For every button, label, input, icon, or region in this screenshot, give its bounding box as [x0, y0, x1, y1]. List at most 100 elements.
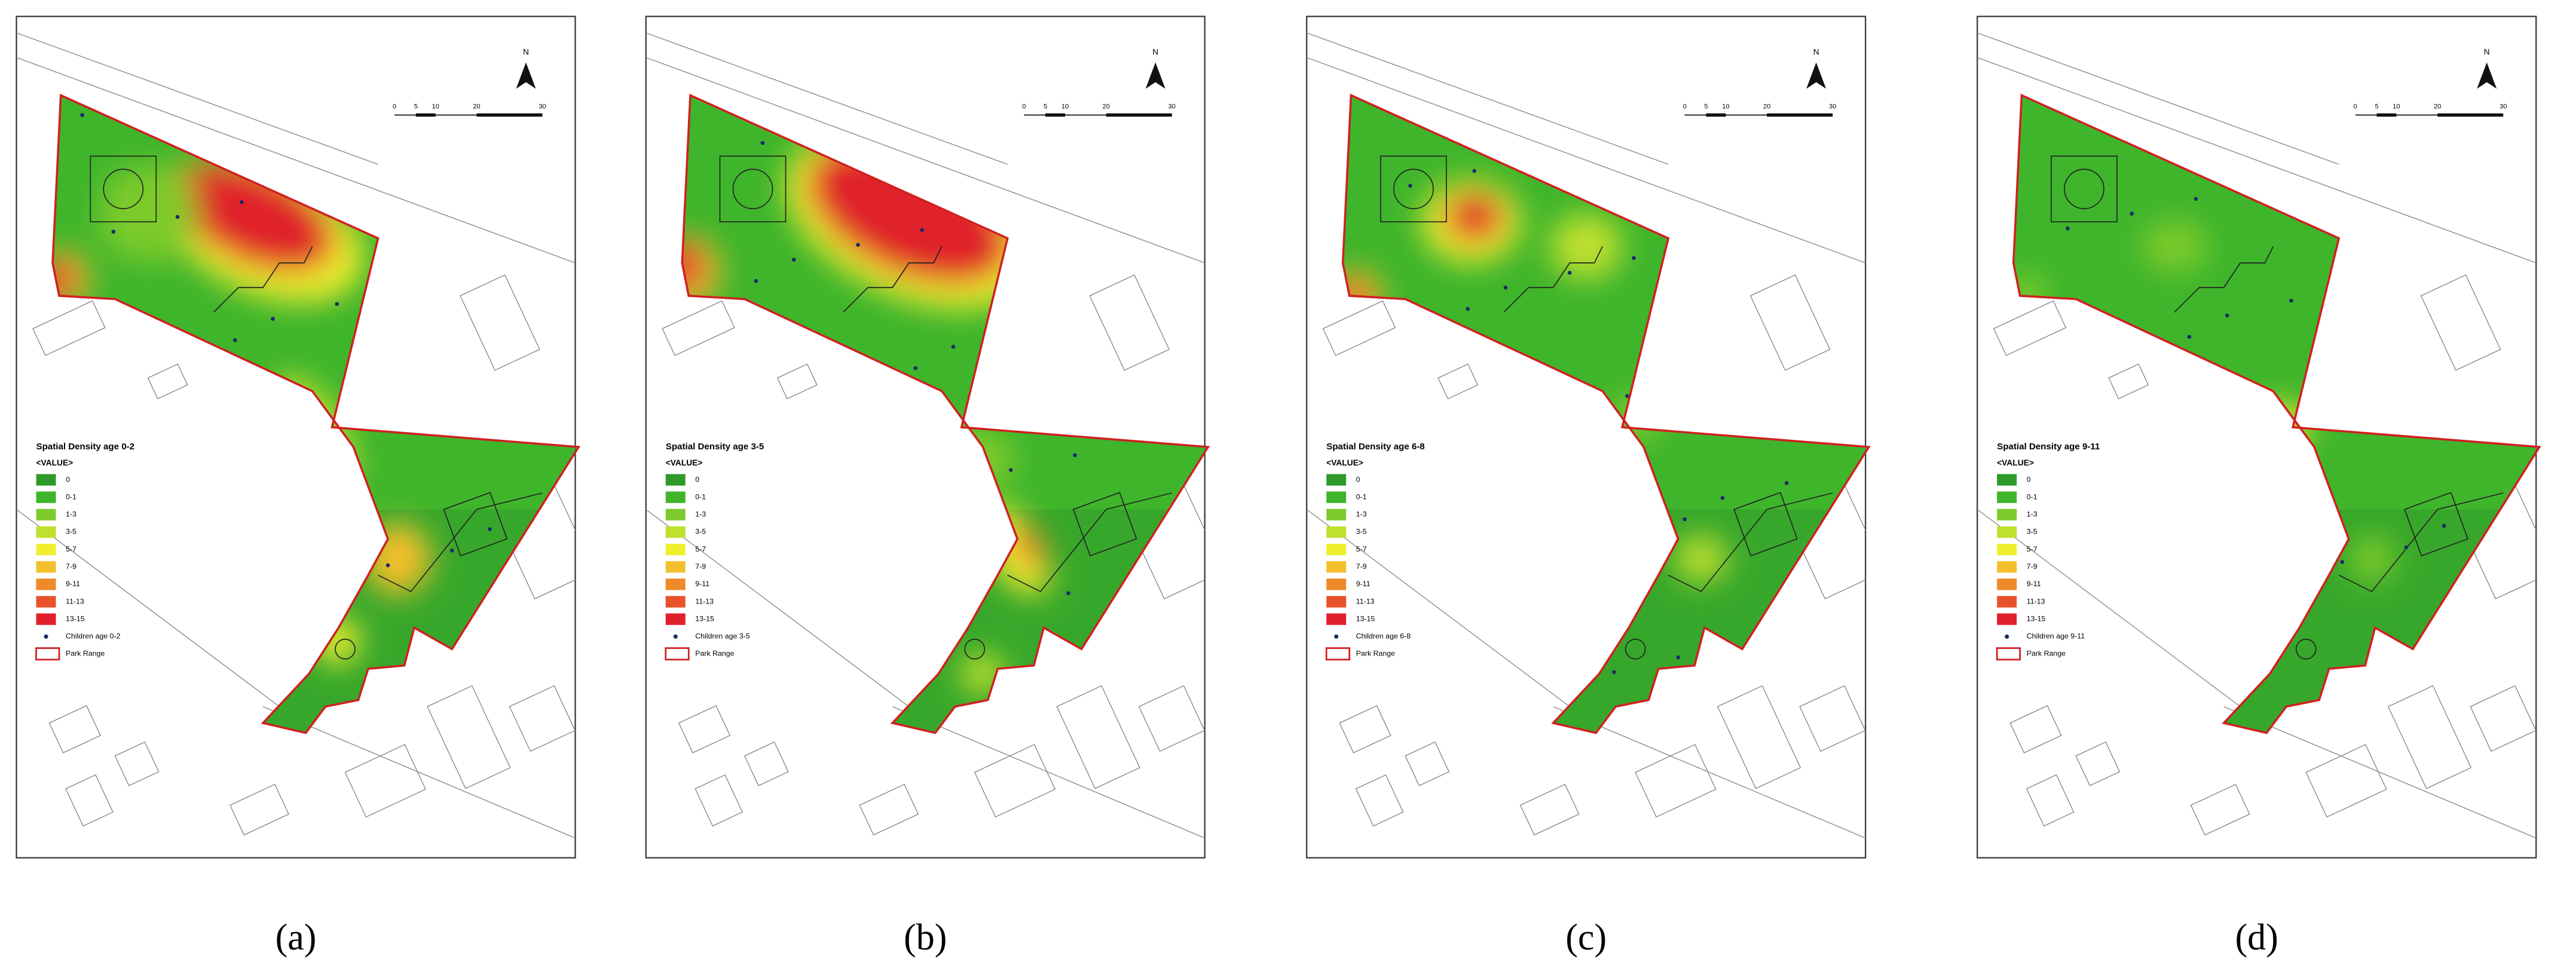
legend-label: 1-3: [2027, 510, 2037, 519]
scale-block: [1045, 113, 1065, 117]
north-label: N: [2484, 48, 2490, 57]
child-point: [80, 113, 84, 117]
building: [2026, 774, 2075, 827]
scale-label: 30: [2499, 103, 2507, 111]
building: [2009, 705, 2062, 754]
building: [2108, 363, 2149, 400]
legend-park: [665, 647, 690, 661]
building: [427, 685, 511, 789]
legend-label: 11-13: [1356, 597, 1375, 605]
scale-block: [476, 113, 543, 117]
legend-title: Spatial Density age 3-5: [666, 442, 764, 452]
legend-title: Spatial Density age 0-2: [36, 442, 135, 452]
street: [645, 57, 1205, 264]
child-point: [1676, 655, 1681, 660]
child-point: [1008, 468, 1013, 472]
pavilion: [443, 492, 508, 557]
child-point: [951, 344, 956, 349]
child-point: [1784, 481, 1789, 485]
north-arrow: [1806, 62, 1827, 89]
map-panel: N 0 5 10 20 30 Spatial Density age 9-11 <VALUE>…: [1977, 16, 2541, 859]
child-point: [2225, 313, 2229, 318]
legend-swatch: [1326, 596, 1347, 608]
child-point: [1466, 307, 1470, 311]
park-features: [2051, 155, 2504, 660]
north-arrow: [1145, 62, 1165, 89]
legend-swatch: [36, 613, 56, 625]
legend-swatch: [1997, 474, 2017, 486]
park-features: [719, 155, 1172, 660]
building: [2470, 685, 2537, 752]
child-point: [1472, 169, 1477, 173]
park-boundary: [51, 93, 581, 734]
scale-label: 5: [1704, 103, 1708, 111]
legend-subtitle: <VALUE>: [1997, 458, 2034, 467]
legend-swatch: [1326, 526, 1347, 538]
street: [1977, 509, 2241, 707]
child-point: [1066, 591, 1070, 596]
building: [662, 300, 735, 356]
building: [1138, 685, 1205, 752]
street: [645, 509, 910, 707]
stairs: [1503, 246, 1603, 313]
child-point: [232, 338, 237, 342]
legend-swatch: [1326, 561, 1347, 573]
legend-swatch: [665, 596, 686, 608]
building: [1519, 783, 1580, 836]
legend-label: Children age 3-5: [695, 632, 750, 641]
legend-swatch: [36, 543, 56, 556]
legend-swatch: [665, 561, 686, 573]
building: [114, 741, 160, 786]
scale-label: 20: [1103, 103, 1110, 111]
street: [1307, 32, 1669, 165]
building: [1635, 744, 1717, 818]
legend-swatch: [1997, 543, 2017, 556]
stairs: [843, 246, 943, 313]
legend-swatch: [1997, 491, 2017, 503]
scale-block: [1767, 113, 1833, 117]
scale-label: 20: [1763, 103, 1770, 111]
legend-title: Spatial Density age 6-8: [1326, 442, 1425, 452]
building: [2305, 744, 2387, 818]
scale-label: 0: [2354, 103, 2357, 111]
street: [1553, 706, 1866, 839]
legend-subtitle: <VALUE>: [666, 458, 703, 467]
building: [974, 744, 1056, 818]
child-point: [760, 140, 765, 145]
child-point: [754, 278, 758, 283]
legend-title: Spatial Density age 9-11: [1997, 442, 2100, 452]
path: [1668, 492, 1833, 593]
child-point: [791, 258, 796, 262]
legend-label: 0: [2027, 475, 2031, 483]
scale-label: 5: [414, 103, 418, 111]
child-point: [386, 563, 390, 568]
legend-label: 9-11: [695, 580, 709, 588]
legend-swatch: [1326, 509, 1347, 520]
building: [344, 744, 426, 818]
scale-label: 30: [1168, 103, 1176, 111]
legend-swatch: [36, 474, 56, 486]
fountain: [964, 638, 986, 660]
hotspot: [2348, 535, 2395, 582]
legend-label: 13-15: [695, 614, 714, 623]
child-point: [1632, 256, 1636, 261]
hotspot: [1675, 535, 1728, 582]
pavilion: [1072, 492, 1137, 557]
building: [230, 783, 289, 836]
fountain: [732, 169, 773, 210]
legend-label: 5-7: [695, 545, 706, 553]
child-point: [1720, 495, 1725, 500]
legend-label: 0-1: [2027, 492, 2037, 501]
legend-swatch: [36, 578, 56, 590]
child-point: [1682, 517, 1687, 522]
legend-swatch: [1997, 509, 2017, 520]
basemap: [1977, 32, 2537, 839]
building: [678, 705, 731, 754]
building: [2190, 783, 2250, 836]
building: [1322, 300, 1396, 356]
scale-block: [2437, 113, 2504, 117]
legend-subtitle: <VALUE>: [1326, 458, 1363, 467]
legend-label: 3-5: [1356, 528, 1367, 536]
hotspot: [53, 258, 74, 301]
legend-label: Children age 0-2: [66, 632, 121, 641]
